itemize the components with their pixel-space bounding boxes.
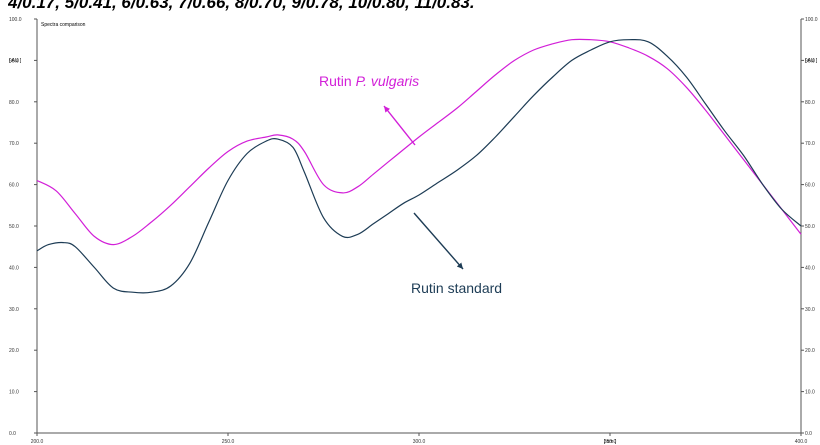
y-tick-label: 100.0 [9,17,22,23]
x-axis-ticks: 200.0 250.0 300.0 350.0 400.0 [31,433,808,445]
y-tick-label-right: 20.0 [805,348,815,354]
x-axis-label: [ nm ] [604,439,617,445]
y-tick-label-right: 50.0 [805,224,815,230]
y-tick-label: 0.0 [9,431,16,437]
y-tick-label-right: 90.0 [805,58,815,64]
annotation-standard-label: Rutin standard [411,280,502,296]
annotation-sample-arrow [383,105,416,146]
y-tick-label-right: 80.0 [805,100,815,106]
header-caption: 4/0.17, 5/0.41, 6/0.63, 7/0.66, 8/0.70, … [8,0,475,12]
y-axis-ticks: 0.0 0.0 10.0 10.0 20.0 20.0 30.0 30.0 40.0 40.0 50… [9,17,818,437]
y-tick-label: 10.0 [9,390,19,396]
series-line-sample [36,38,802,246]
series-line-standard [36,39,802,294]
y-tick-label-right: 70.0 [805,141,815,147]
y-tick-label: 80.0 [9,100,19,106]
y-tick-label: 90.0 [9,58,19,64]
y-tick-label-right: 30.0 [805,307,815,313]
y-tick-label: 40.0 [9,265,19,271]
y-tick-label-right: 100.0 [805,17,818,23]
chart-title: Spectra comparison [41,22,86,28]
y-tick-label: 50.0 [9,224,19,230]
x-tick-label: 200.0 [31,439,44,445]
x-tick-label: 250.0 [222,439,235,445]
annotation-standard-arrow [413,212,464,270]
x-tick-label: 300.0 [413,439,426,445]
y-tick-label-right: 0.0 [805,431,812,437]
y-tick-label-right: 10.0 [805,390,815,396]
x-tick-label: 400.0 [795,439,808,445]
x-tick-label: 350.0 [604,439,617,445]
y-tick-label: 60.0 [9,183,19,189]
y-tick-label-right: 40.0 [805,265,815,271]
chart-annotations: Rutin P. vulgaris Rutin standard [319,73,502,296]
series-lines [36,38,802,294]
y-tick-label: 70.0 [9,141,19,147]
y-axis-label-right: [ AU ] [805,58,818,64]
y-tick-label: 30.0 [9,307,19,313]
y-axis-label-left: [ AU ] [9,58,22,64]
annotation-sample-label: Rutin P. vulgaris [319,73,419,89]
y-tick-label-right: 60.0 [805,183,815,189]
y-tick-label: 20.0 [9,348,19,354]
